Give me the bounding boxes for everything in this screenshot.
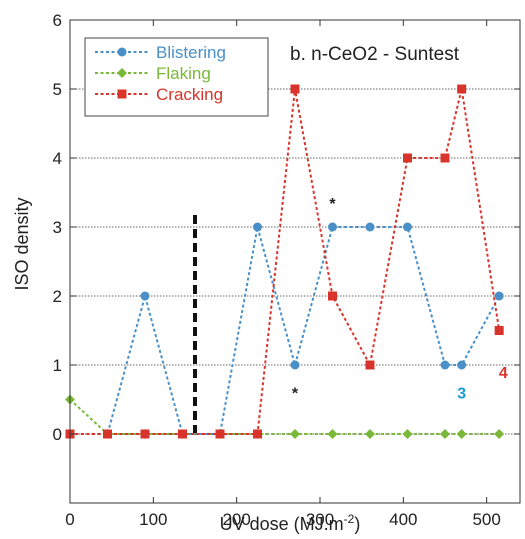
ticks: 0 1 2 3 4 5 6 0 100 200 300 400 500 [53, 11, 520, 529]
legend-item-blistering: Blistering [95, 43, 226, 62]
blistering-point [403, 222, 412, 232]
legend-marker-flaking [117, 68, 127, 78]
legend-item-flaking: Flaking [95, 64, 211, 83]
cracking-point [403, 153, 412, 163]
series-group [65, 84, 505, 439]
y-tick-label-2: 2 [53, 287, 62, 306]
flaking-point [494, 429, 505, 439]
cracking-point [457, 84, 467, 94]
y-tick-label-0: 0 [53, 425, 62, 444]
cracking-point [328, 291, 337, 301]
cracking-point [440, 153, 450, 163]
y-tick-label-6: 6 [53, 11, 62, 30]
y-tick-label-3: 3 [53, 218, 62, 237]
annotation-2: 3 [457, 386, 466, 403]
blistering-point [140, 291, 150, 301]
annotation-3: 4 [499, 365, 508, 382]
blistering-point [290, 360, 300, 370]
flaking-point [456, 429, 467, 439]
flaking-point [402, 429, 413, 439]
cracking-point [253, 429, 262, 439]
annotation-1: * [292, 386, 299, 403]
x-axis-label-superscript: -2 [344, 512, 355, 526]
cracking-point [290, 84, 300, 94]
chart-title: b. n-CeO2 - Suntest [290, 44, 460, 65]
x-tick-label-0: 0 [65, 510, 74, 529]
cracking-point [215, 429, 225, 439]
x-tick-label-300: 300 [306, 510, 334, 529]
x-axis-label-main: UV dose (MJ.m [220, 514, 344, 534]
flaking-point [440, 429, 450, 439]
flaking-point [365, 429, 375, 439]
cracking-point [494, 326, 504, 335]
x-tick-label-400: 400 [389, 510, 417, 529]
legend-label-blistering: Blistering [156, 43, 226, 62]
blistering-point [253, 222, 262, 232]
x-axis-label-close: ) [354, 514, 360, 534]
legend-marker-blistering [117, 47, 127, 57]
cracking-point [103, 429, 112, 439]
y-tick-label-4: 4 [53, 149, 62, 168]
cracking-point [140, 429, 150, 439]
legend-item-cracking: Cracking [95, 85, 223, 104]
annotations: * * 3 4 [292, 196, 508, 403]
blistering-point [494, 291, 504, 301]
blistering-point [328, 222, 337, 232]
legend-label-flaking: Flaking [156, 64, 211, 83]
x-tick-label-200: 200 [222, 510, 250, 529]
y-tick-label-5: 5 [53, 80, 62, 99]
y-axis-label: ISO density [12, 197, 32, 290]
legend-marker-cracking [117, 89, 127, 99]
flaking-point [290, 429, 300, 439]
legend-label-cracking: Cracking [156, 85, 223, 104]
legend: Blistering Flaking Cracking [84, 37, 269, 117]
cracking-point [365, 360, 375, 370]
y-tick-label-1: 1 [53, 356, 62, 375]
flaking-point [327, 429, 338, 439]
blistering-point [457, 360, 467, 370]
blistering-point [365, 222, 375, 232]
blistering-point [440, 360, 450, 370]
cracking-point [178, 429, 187, 439]
plot-frame [69, 19, 521, 504]
legend-box [84, 37, 269, 117]
x-axis-label: UV dose (MJ.m-2) [220, 512, 361, 534]
x-tick-label-500: 500 [472, 510, 500, 529]
x-tick-label-100: 100 [139, 510, 167, 529]
annotation-0: * [329, 196, 336, 213]
